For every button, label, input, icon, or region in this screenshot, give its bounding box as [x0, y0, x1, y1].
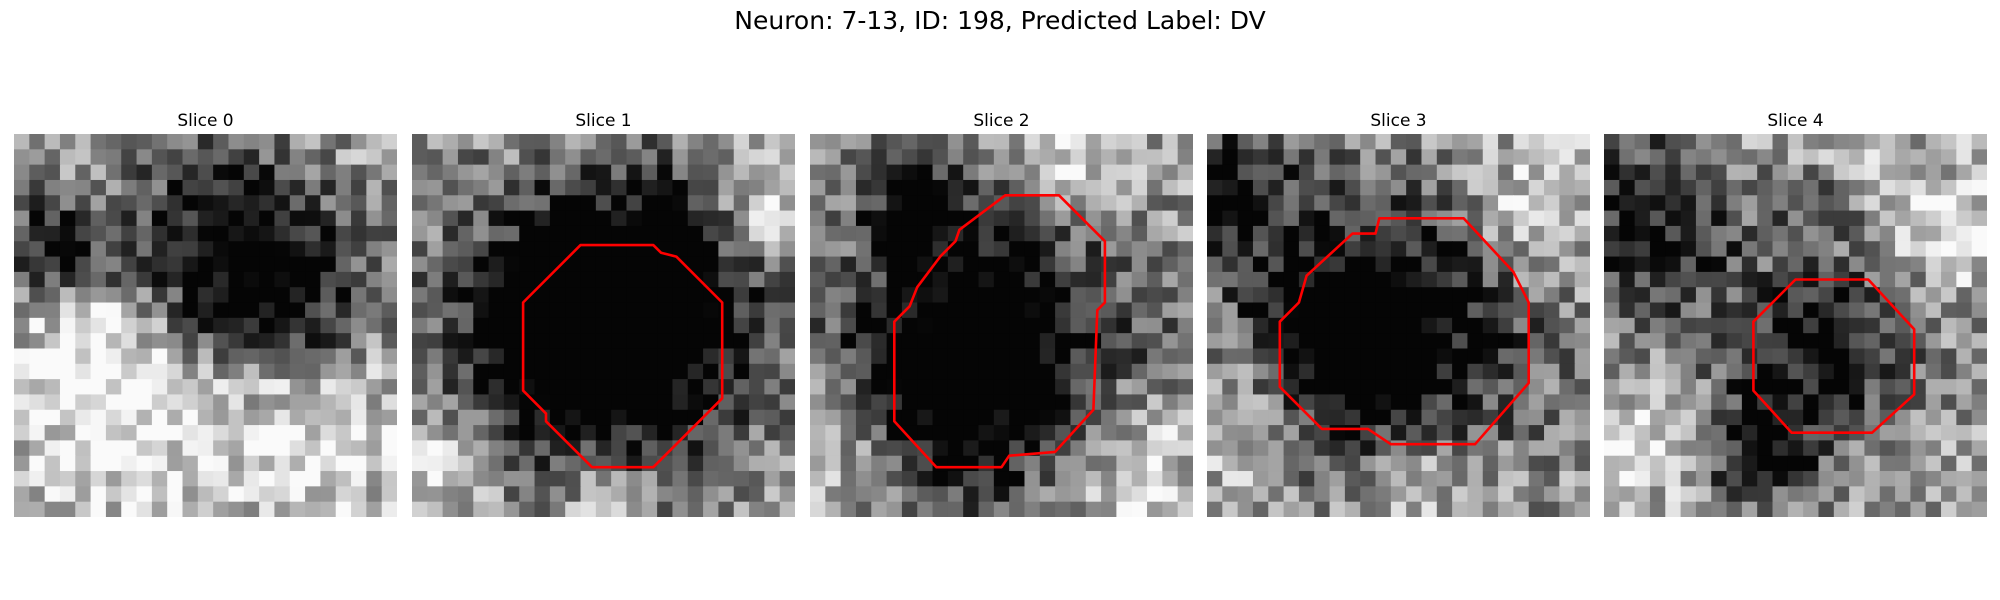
- roi-contour-2: [893, 193, 1107, 469]
- slice-panel-2: Slice 2: [810, 108, 1193, 517]
- pixel-grid: [412, 134, 795, 517]
- slice-panel-4: Slice 4: [1604, 108, 1987, 517]
- pixel-grid: [1604, 134, 1987, 517]
- roi-contour-1: [521, 243, 724, 469]
- slice-title-0: Slice 0: [177, 111, 234, 131]
- slice-image-0: [14, 134, 397, 517]
- slice-title-2: Slice 2: [973, 111, 1030, 131]
- slice-image-2: [810, 134, 1193, 517]
- slice-panel-3: Slice 3: [1207, 108, 1590, 517]
- slice-panel-1: Slice 1: [412, 108, 795, 517]
- pixel-grid: [14, 134, 397, 517]
- pixel-grid: [810, 134, 1193, 517]
- pixel-grid: [1207, 134, 1590, 517]
- slice-title-3: Slice 3: [1370, 111, 1427, 131]
- roi-contour-4: [1752, 278, 1916, 435]
- slice-image-1: [412, 134, 795, 517]
- slice-title-1: Slice 1: [575, 111, 632, 131]
- slice-image-3: [1207, 134, 1590, 517]
- slice-panel-0: Slice 0: [14, 108, 397, 517]
- roi-contour-3: [1278, 217, 1531, 446]
- slice-image-4: [1604, 134, 1987, 517]
- figure-title: Neuron: 7-13, ID: 198, Predicted Label: …: [734, 6, 1266, 35]
- slice-title-4: Slice 4: [1767, 111, 1824, 131]
